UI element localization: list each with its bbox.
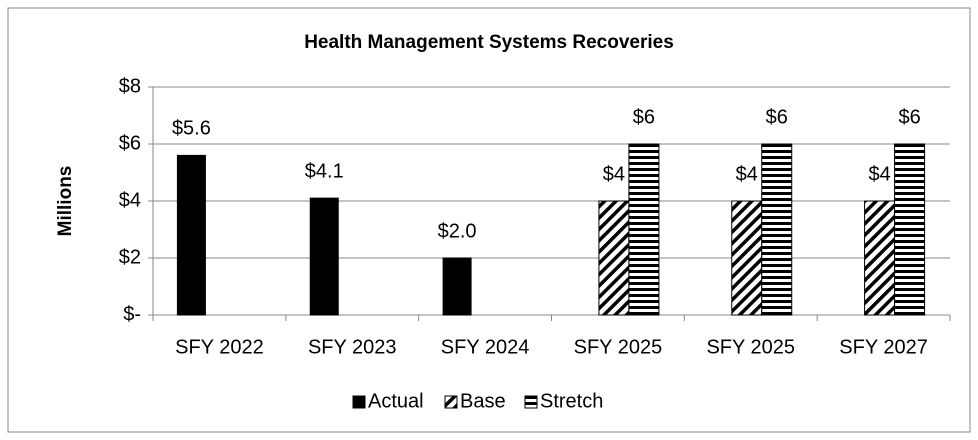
- bar: [628, 143, 660, 316]
- x-tick-label: SFY 2025: [574, 336, 663, 358]
- data-label: $6: [898, 106, 920, 128]
- legend-label: Base: [460, 390, 506, 412]
- y-tick-label: $6: [119, 132, 141, 154]
- bar: [894, 143, 926, 316]
- bar: [731, 200, 763, 316]
- y-axis-label: Millions: [55, 166, 76, 237]
- x-tick-label: SFY 2025: [706, 336, 795, 358]
- y-tick-label: $4: [119, 189, 141, 211]
- legend-swatch: [352, 395, 366, 409]
- bar: [598, 200, 630, 316]
- legend-label: Actual: [368, 390, 424, 412]
- data-label: $4: [868, 163, 890, 185]
- data-label: $4: [736, 163, 758, 185]
- bar: [761, 143, 793, 316]
- legend-swatch: [444, 395, 458, 409]
- bar: [864, 200, 896, 316]
- x-tick-label: SFY 2027: [839, 336, 928, 358]
- data-label: $5.6: [172, 118, 211, 140]
- x-tick-label: SFY 2023: [308, 336, 397, 358]
- y-tick-label: $-: [123, 303, 141, 325]
- x-tick-label: SFY 2022: [175, 336, 264, 358]
- bar: [442, 257, 472, 316]
- data-label: $2.0: [438, 220, 477, 242]
- chart-border: [7, 7, 971, 433]
- bar: [309, 197, 339, 316]
- data-label: $6: [766, 106, 788, 128]
- legend-label: Stretch: [540, 390, 603, 412]
- data-label: $4.1: [305, 160, 344, 182]
- data-label: $4: [603, 163, 625, 185]
- legend-swatch: [524, 395, 538, 409]
- y-tick-label: $8: [119, 75, 141, 97]
- bar: [176, 154, 206, 316]
- y-tick-label: $2: [119, 246, 141, 268]
- x-tick-label: SFY 2024: [441, 336, 530, 358]
- data-label: $6: [633, 106, 655, 128]
- chart-title: Health Management Systems Recoveries: [304, 32, 674, 53]
